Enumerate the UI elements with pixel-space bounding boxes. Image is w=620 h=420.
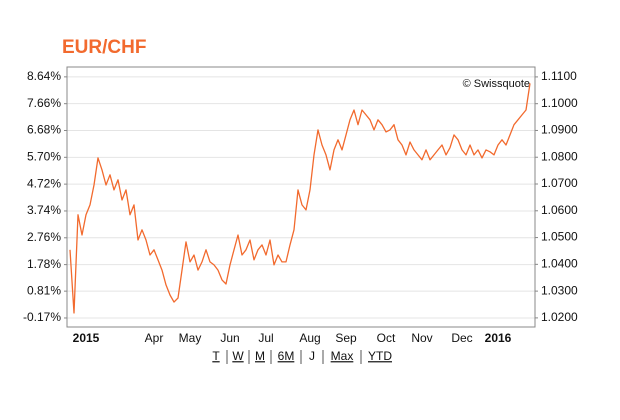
x-tick-label: Apr	[145, 331, 164, 345]
price-line	[69, 83, 531, 314]
y2-tick-label: 1.0500	[541, 230, 578, 244]
y-tick-label: 2.76%	[27, 230, 61, 244]
x-tick-label: 2015	[73, 331, 100, 345]
x-tick-label: Dec	[451, 331, 472, 345]
x-tick-label: Jul	[258, 331, 273, 345]
range-button[interactable]: T	[212, 349, 220, 363]
x-tick-label: May	[179, 331, 202, 345]
y2-tick-label: 1.1000	[541, 96, 578, 110]
y2-tick-label: 1.0400	[541, 257, 578, 271]
y2-tick-label: 1.0300	[541, 283, 578, 297]
y2-tick-label: 1.0200	[541, 310, 578, 324]
range-selector: T W M 6M J Max YTD	[212, 349, 392, 364]
x-tick-label: 2016	[485, 331, 512, 345]
y-tick-label: 0.81%	[27, 283, 61, 297]
range-button[interactable]: Max	[331, 349, 354, 363]
y-tick-label: 5.70%	[27, 149, 61, 163]
x-tick-label: Jun	[220, 331, 239, 345]
chart-title: EUR/CHF	[62, 37, 146, 58]
range-button[interactable]: YTD	[368, 349, 392, 363]
y-tick-label: -0.17%	[23, 310, 61, 324]
y2-tick-label: 1.0600	[541, 203, 578, 217]
y-tick-label: 6.68%	[27, 123, 61, 137]
y-tick-label: 4.72%	[27, 176, 61, 190]
y-tick-label: 8.64%	[27, 69, 61, 83]
y-tick-label: 7.66%	[27, 96, 61, 110]
annotation: © Swissquote	[463, 78, 530, 90]
plot-frame	[66, 66, 536, 328]
range-button[interactable]: M	[255, 349, 265, 363]
range-button[interactable]: J	[309, 349, 315, 363]
range-button[interactable]: W	[232, 349, 244, 363]
x-tick-label: Nov	[411, 331, 432, 345]
y-tick-label: 1.78%	[27, 257, 61, 271]
y2-tick-label: 1.1100	[541, 69, 577, 83]
range-button[interactable]: 6M	[278, 349, 295, 363]
y-tick-label: 3.74%	[27, 203, 61, 217]
y2-tick-label: 1.0800	[541, 149, 578, 163]
y2-tick-label: 1.0700	[541, 176, 578, 190]
x-tick-label: Sep	[335, 331, 357, 345]
x-tick-label: Oct	[377, 331, 396, 345]
x-tick-label: Aug	[299, 331, 320, 345]
y2-tick-label: 1.0900	[541, 123, 578, 137]
